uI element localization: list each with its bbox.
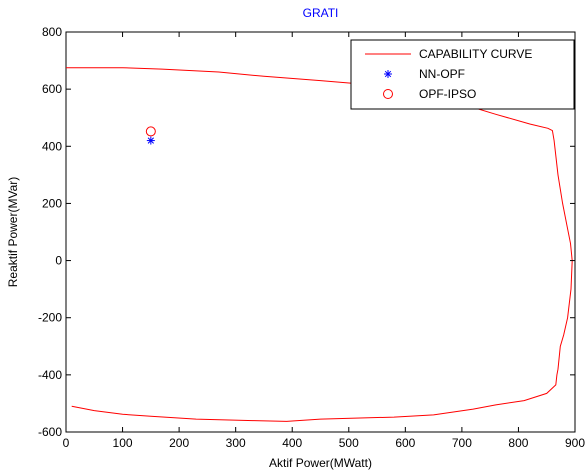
legend-label: CAPABILITY CURVE <box>419 47 532 61</box>
x-tick-label: 800 <box>508 436 528 450</box>
y-tick-label: -600 <box>38 425 62 439</box>
legend-label: OPF-IPSO <box>419 87 476 101</box>
legend-label: NN-OPF <box>419 67 465 81</box>
y-axis-label: Reaktif Power(MVar) <box>6 177 20 287</box>
x-tick-label: 700 <box>452 436 472 450</box>
y-tick-label: 400 <box>42 139 62 153</box>
x-tick-label: 100 <box>113 436 133 450</box>
x-tick-label: 0 <box>63 436 70 450</box>
nn-opf-point <box>146 136 155 145</box>
x-tick-label: 900 <box>565 436 585 450</box>
x-axis-label: Aktif Power(MWatt) <box>269 456 372 470</box>
x-tick-label: 200 <box>169 436 189 450</box>
y-tick-label: -200 <box>38 311 62 325</box>
y-tick-label: 600 <box>42 82 62 96</box>
y-tick-label: 0 <box>55 254 62 268</box>
x-tick-label: 300 <box>226 436 246 450</box>
asterisk-stroke <box>384 70 392 78</box>
x-tick-label: 600 <box>395 436 415 450</box>
y-axis: -600 -400 -200 0 200 400 600 800 <box>38 25 575 439</box>
y-tick-label: 800 <box>42 25 62 39</box>
y-tick-label: 200 <box>42 196 62 210</box>
chart-title: GRATI <box>303 6 339 20</box>
legend-items: CAPABILITY CURVE NN-OPF OPF-IPSO <box>365 47 532 101</box>
x-tick-label: 400 <box>282 436 302 450</box>
x-axis: 0 100 200 300 400 500 600 700 800 900 <box>63 32 585 450</box>
legend: CAPABILITY CURVE NN-OPF OPF-IPSO <box>350 39 575 110</box>
opf-ipso-point <box>145 126 156 137</box>
x-tick-label: 500 <box>339 436 359 450</box>
asterisk-stroke <box>147 137 154 144</box>
y-tick-label: -400 <box>38 368 62 382</box>
legend-swatch-marker <box>384 70 392 78</box>
legend-swatch-marker <box>383 89 393 99</box>
